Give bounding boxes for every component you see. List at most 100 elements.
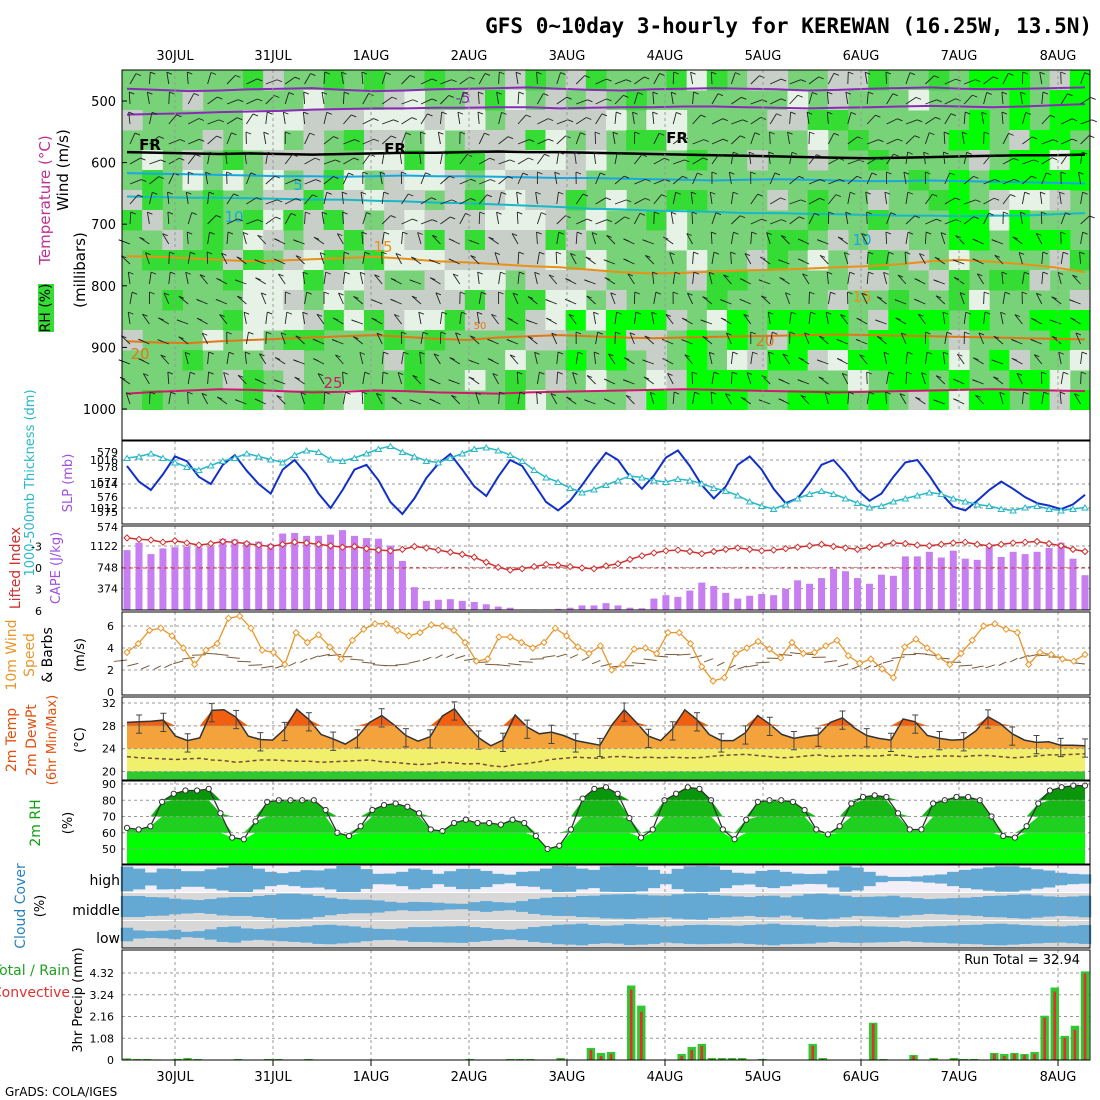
upper-wind-barb-flag <box>610 292 616 296</box>
cloud-bar-middle <box>815 893 828 920</box>
cape-bar <box>255 541 263 610</box>
panel-frame <box>121 696 1091 781</box>
upper-wind-barb-flag <box>739 135 746 139</box>
upper-wind-barb-flag <box>1039 71 1045 75</box>
upper-wind-barb-flag <box>257 219 263 223</box>
upper-wind-barb-flag <box>731 371 738 375</box>
rh-cell <box>485 290 506 311</box>
upper-wind-barb <box>201 393 208 405</box>
upper-wind-barb <box>226 99 239 105</box>
upper-wind-barb-flag <box>332 317 339 321</box>
rh-cell <box>1029 370 1051 391</box>
upper-wind-barb <box>517 91 520 105</box>
upper-wind-barb-flag <box>257 234 263 238</box>
upper-wind-barb <box>162 233 170 245</box>
cloud-bar-high <box>144 872 158 886</box>
cape-tick: 748 <box>97 561 118 574</box>
upper-wind-barb-flag <box>548 138 554 142</box>
upper-wind-barb-flag <box>303 91 309 95</box>
upper-wind-barb-flag <box>1059 191 1065 195</box>
wind-barb <box>395 663 409 666</box>
upper-wind-barb <box>353 336 364 345</box>
surface-gap <box>122 410 1090 440</box>
upper-wind-barb-flag <box>720 299 726 302</box>
rh-cell <box>485 250 506 271</box>
upper-wind-barb <box>692 139 704 145</box>
cloud-bar-low <box>971 924 984 945</box>
upper-wind-barb <box>323 391 326 405</box>
rh-cell <box>868 210 889 231</box>
wind-speed-marker <box>968 636 977 645</box>
cloud-bar-middle <box>132 895 146 918</box>
upper-wind-barb-flag <box>975 199 981 203</box>
rh-marker <box>404 803 411 810</box>
wind-speed-marker <box>979 622 988 630</box>
rh-base-fill <box>127 858 1085 864</box>
upper-wind-barb <box>556 96 567 105</box>
rh-cell <box>928 310 950 331</box>
rh-marker <box>567 826 575 833</box>
rh-cell <box>444 210 466 231</box>
thickness-marker <box>925 489 934 496</box>
cape-bar <box>937 557 945 610</box>
upper-wind-barb <box>866 392 870 405</box>
cloud-bar-middle <box>1018 894 1032 919</box>
cloud-bar-middle <box>480 901 493 912</box>
rh-cell <box>424 210 446 231</box>
upper-wind-barb-flag <box>975 79 981 83</box>
upper-wind-barb-flag <box>267 151 274 155</box>
lifted-index-marker <box>195 541 203 549</box>
wind-barb <box>113 659 128 662</box>
upper-wind-barb-flag <box>1013 178 1020 182</box>
cloud-bar-high <box>384 873 397 885</box>
upper-wind-barb-flag <box>178 336 184 340</box>
upper-wind-barb <box>1080 215 1090 225</box>
upper-wind-barb-flag <box>643 76 650 80</box>
rh-cell <box>868 330 889 351</box>
axis-label: 2m RH <box>28 799 44 846</box>
rh-cell <box>1009 170 1030 191</box>
cloud-bar-high <box>947 871 960 887</box>
upper-wind-barb <box>265 331 267 345</box>
cloud-bar-low <box>300 926 313 943</box>
cape-bar <box>590 605 598 610</box>
upper-wind-barb <box>575 75 586 85</box>
isotherm-label: 10 <box>224 208 243 226</box>
cloud-bar-low <box>923 926 936 943</box>
upper-wind-barb <box>784 292 791 305</box>
isotherm-label: 20 <box>130 345 149 363</box>
rh-cell <box>565 190 587 211</box>
upper-wind-barb <box>672 192 677 205</box>
temp-fill-hot <box>127 708 1085 726</box>
wind-barb <box>863 665 872 670</box>
cape-bar <box>985 544 993 610</box>
thickness-marker <box>362 450 371 457</box>
thickness-marker <box>733 492 742 499</box>
time-label-bottom: 5AUG <box>745 1070 782 1085</box>
rh-cell <box>1049 250 1071 271</box>
upper-wind-barb <box>207 96 218 105</box>
precip-conv-bar <box>599 1055 603 1060</box>
wind-barb <box>173 660 184 665</box>
upper-wind-barb <box>841 373 849 385</box>
upper-wind-barb-flag <box>769 131 775 135</box>
rh-cell <box>868 310 889 331</box>
upper-wind-barb <box>847 136 858 145</box>
upper-wind-barb-flag <box>283 111 289 115</box>
rh-cell <box>767 310 788 331</box>
upper-wind-barb-flag <box>408 193 414 197</box>
cloud-bar-high <box>647 869 661 889</box>
upper-wind-barb <box>129 157 141 165</box>
cloud-bar-low <box>563 924 577 945</box>
upper-wind-barb <box>168 139 181 145</box>
upper-wind-barb-flag <box>681 317 688 321</box>
upper-wind-barb <box>459 312 462 325</box>
upper-wind-barb <box>1021 192 1026 205</box>
lifted-index-marker <box>506 566 514 574</box>
axis-label: (millibars) <box>71 232 89 308</box>
lifted-index-marker <box>338 543 347 551</box>
axis-label: (m/s) <box>73 638 88 672</box>
upper-wind-barb <box>800 394 810 405</box>
upper-wind-barb-flag <box>826 271 833 275</box>
wind-barb <box>703 658 714 663</box>
